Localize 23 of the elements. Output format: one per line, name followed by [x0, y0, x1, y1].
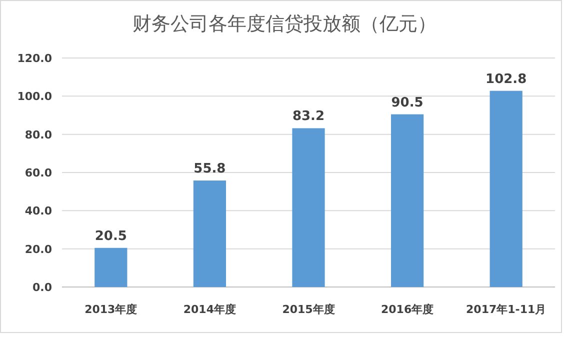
data-label: 90.5	[391, 95, 424, 110]
x-tick-label: 2013年度	[84, 303, 138, 316]
bar	[94, 248, 128, 287]
y-tick-label: 80.0	[24, 128, 52, 142]
bar	[490, 90, 522, 287]
y-tick-label: 40.0	[24, 204, 52, 218]
data-label: 83.2	[292, 109, 325, 124]
data-label: 55.8	[194, 162, 226, 177]
y-tick-label: 60.0	[24, 166, 52, 180]
data-label: 102.8	[486, 72, 527, 87]
bar	[292, 128, 325, 287]
y-tick-label: 0.0	[32, 281, 52, 294]
y-tick-label: 100.0	[17, 90, 52, 104]
bar	[193, 180, 226, 287]
bar	[390, 114, 424, 287]
chart-title: 财务公司各年度信贷投放额（亿元）	[132, 13, 436, 35]
y-tick-label: 120.0	[17, 52, 52, 65]
data-label: 20.5	[94, 228, 127, 244]
x-tick-label: 2014年度	[183, 303, 236, 316]
y-tick-label: 20.0	[24, 242, 52, 256]
x-tick-label: 2016年度	[380, 303, 434, 316]
x-tick-label: 2017年1-11月	[466, 303, 546, 316]
x-tick-label: 2015年度	[282, 303, 335, 316]
